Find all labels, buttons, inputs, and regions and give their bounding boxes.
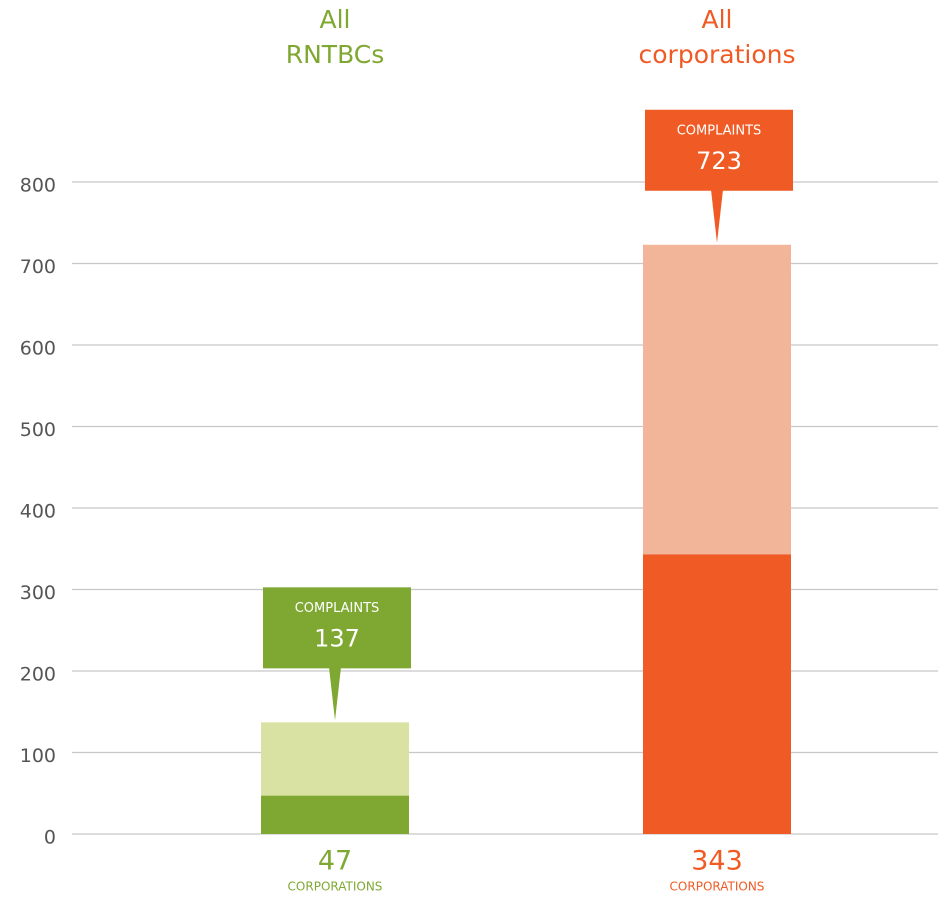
data-label: 137 [314,624,360,652]
series-label: CORPORATIONS [670,880,765,894]
series-label: CORPORATIONS [288,880,383,894]
y-tick-label: 400 [20,501,56,523]
data-label: 47 [318,846,352,877]
y-tick-label: 800 [20,175,56,197]
y-tick-label: 500 [20,419,56,441]
callout-pointer [329,667,341,721]
bar [261,795,409,834]
callout-box [645,109,793,191]
category-label: All RNTBCs [285,5,385,69]
bar [643,554,791,834]
y-tick-label: 200 [20,664,56,686]
category-label: All corporations [638,5,796,69]
callout-pointer [711,189,723,243]
y-tick-label: 100 [20,745,56,767]
y-tick-label: 300 [20,582,56,604]
data-label: 723 [696,147,742,175]
callout-label: COMPLAINTS [295,601,380,616]
y-tick-label: 700 [20,256,56,278]
callout-box [263,587,411,669]
y-tick-label: 0 [44,827,56,849]
data-label: 343 [691,846,743,877]
y-tick-label: 600 [20,338,56,360]
callout-label: COMPLAINTS [677,123,762,138]
